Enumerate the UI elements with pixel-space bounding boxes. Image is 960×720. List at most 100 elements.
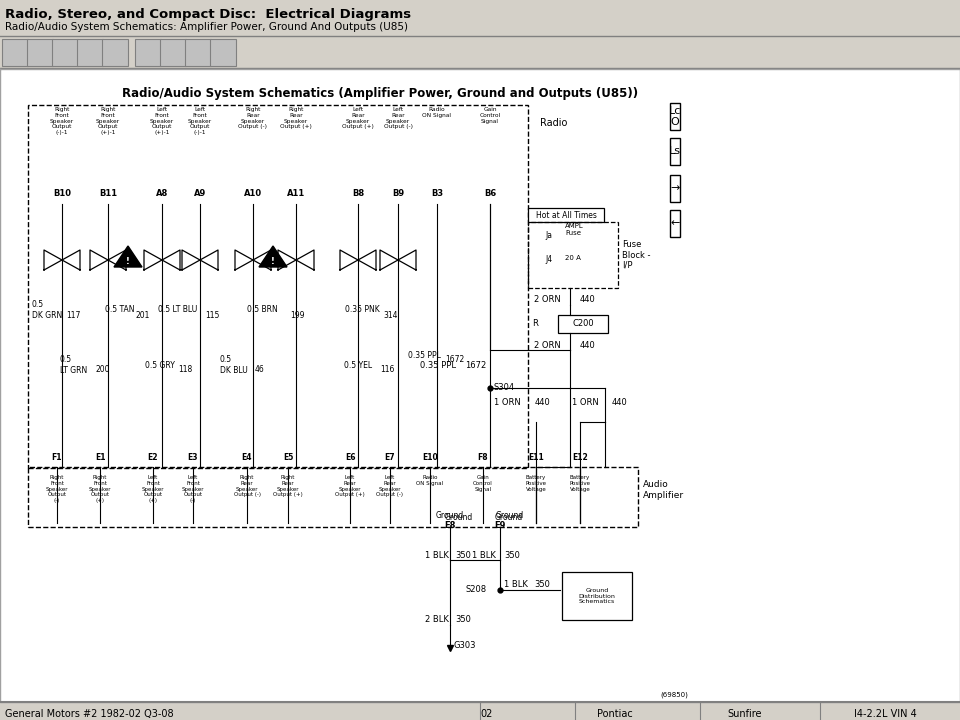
Text: Radio
ON Signal: Radio ON Signal (417, 475, 444, 486)
Text: 1672: 1672 (445, 356, 465, 364)
Text: 116: 116 (380, 366, 395, 374)
Bar (185, 39, 211, 66)
Text: Ground: Ground (495, 513, 523, 522)
Text: 0.35 PPL: 0.35 PPL (420, 361, 456, 370)
Bar (52, 39, 78, 66)
Text: 440: 440 (580, 341, 596, 350)
Text: 200: 200 (95, 366, 109, 374)
Text: Left
Front
Speaker
Output
(+)-1: Left Front Speaker Output (+)-1 (150, 107, 174, 135)
Text: Battery
Positive
Voltage: Battery Positive Voltage (569, 475, 590, 492)
Text: General Motors #2 1982-02 Q3-08: General Motors #2 1982-02 Q3-08 (5, 709, 174, 719)
Text: 350: 350 (455, 615, 470, 624)
Text: E4: E4 (242, 453, 252, 462)
Text: AMPL
Fuse: AMPL Fuse (565, 223, 584, 236)
Text: F1: F1 (52, 453, 62, 462)
Text: B3: B3 (431, 189, 444, 198)
Text: 1 BLK: 1 BLK (504, 580, 528, 589)
Bar (28, 467, 638, 527)
Text: Ja: Ja (545, 231, 552, 240)
Bar (2, 39, 28, 66)
Text: A8: A8 (156, 189, 168, 198)
Text: Radio, Stereo, and Compact Disc:  Electrical Diagrams: Radio, Stereo, and Compact Disc: Electri… (5, 8, 411, 21)
Text: 440: 440 (612, 398, 628, 407)
Bar (27, 39, 53, 66)
Text: Left
Front
Speaker
Output
(-)-1: Left Front Speaker Output (-)-1 (188, 107, 212, 135)
Text: 350: 350 (504, 551, 520, 560)
Text: 314: 314 (383, 310, 397, 320)
Polygon shape (114, 246, 142, 267)
Text: 0.5
DK BLU: 0.5 DK BLU (220, 355, 248, 374)
Text: 115: 115 (205, 310, 220, 320)
Text: Left
Rear
Speaker
Output (+): Left Rear Speaker Output (+) (335, 475, 365, 498)
Bar (210, 39, 236, 66)
Text: 118: 118 (178, 366, 192, 374)
Text: Sunfire: Sunfire (728, 709, 762, 719)
Text: A9: A9 (194, 189, 206, 198)
Text: Right
Front
Speaker
Output
(-): Right Front Speaker Output (-) (46, 475, 68, 503)
Text: Radio/Audio System Schematics (Amplifier Power, Ground and Outputs (U85)): Radio/Audio System Schematics (Amplifier… (122, 87, 638, 100)
Text: S304: S304 (493, 384, 515, 392)
Text: Battery
Positive
Voltage: Battery Positive Voltage (525, 475, 546, 492)
Text: 0.5 LT BLU: 0.5 LT BLU (158, 305, 197, 315)
Text: Radio: Radio (540, 118, 567, 128)
Text: 201: 201 (135, 310, 150, 320)
Text: B10: B10 (53, 189, 71, 198)
Text: 1 ORN: 1 ORN (494, 398, 520, 407)
Bar (670, 175, 680, 202)
Text: Ground
Distribution
Schematics: Ground Distribution Schematics (579, 588, 615, 604)
Text: 0.5
DK GRN: 0.5 DK GRN (32, 300, 62, 320)
Text: E2: E2 (148, 453, 158, 462)
Text: Ground: Ground (445, 513, 473, 522)
Text: Left
Rear
Speaker
Output (-): Left Rear Speaker Output (-) (383, 107, 413, 130)
Text: →: → (670, 184, 680, 194)
Text: 0.5 TAN: 0.5 TAN (105, 305, 134, 315)
Bar (102, 39, 128, 66)
Text: 1 ORN: 1 ORN (572, 398, 599, 407)
Text: B11: B11 (99, 189, 117, 198)
Text: Gain
Control
Signal: Gain Control Signal (479, 107, 500, 124)
Text: B9: B9 (392, 189, 404, 198)
Text: Left
Front
Speaker
Output
(-): Left Front Speaker Output (-) (181, 475, 204, 503)
Text: E8: E8 (444, 521, 456, 530)
Text: C200: C200 (572, 320, 594, 328)
Text: ←: ← (670, 218, 680, 228)
Text: E10: E10 (422, 453, 438, 462)
Text: 0.35 PNK: 0.35 PNK (345, 305, 380, 315)
Bar (0, 69, 960, 702)
Text: Right
Front
Speaker
Output
(+)-1: Right Front Speaker Output (+)-1 (96, 107, 120, 135)
Text: 117: 117 (66, 310, 81, 320)
Text: 0.35 PPL: 0.35 PPL (408, 351, 441, 359)
Text: Fuse
Block -
I/P: Fuse Block - I/P (622, 240, 651, 270)
Text: Hot at All Times: Hot at All Times (536, 210, 596, 220)
Text: E7: E7 (385, 453, 396, 462)
Text: B8: B8 (352, 189, 364, 198)
Text: Gain
Control
Signal: Gain Control Signal (473, 475, 492, 492)
Bar (135, 39, 161, 66)
Text: Right
Rear
Speaker
Output (-): Right Rear Speaker Output (-) (238, 107, 268, 130)
Text: 440: 440 (580, 295, 596, 304)
Text: 2 BLK: 2 BLK (425, 615, 449, 624)
Text: F8: F8 (478, 453, 489, 462)
Text: Ground: Ground (496, 511, 524, 520)
Text: 1672: 1672 (465, 361, 487, 370)
Text: 0.5 GRY: 0.5 GRY (145, 361, 175, 369)
Text: Lc
O: Lc O (669, 106, 682, 127)
Text: E1: E1 (95, 453, 106, 462)
Text: Left
Front
Speaker
Output
(+): Left Front Speaker Output (+) (142, 475, 164, 503)
Bar (0, 702, 960, 720)
Bar (160, 39, 186, 66)
Text: 46: 46 (255, 366, 265, 374)
Text: E3: E3 (188, 453, 199, 462)
Polygon shape (259, 246, 287, 267)
Text: 0.5
LT GRN: 0.5 LT GRN (60, 355, 87, 374)
Text: E9: E9 (494, 521, 506, 530)
Text: Right
Rear
Speaker
Output (+): Right Rear Speaker Output (+) (280, 107, 312, 130)
Text: Audio
Amplifier: Audio Amplifier (643, 480, 684, 500)
Text: 1 BLK: 1 BLK (472, 551, 496, 560)
Text: 440: 440 (535, 398, 551, 407)
Bar (28, 105, 528, 468)
Text: 350: 350 (534, 580, 550, 589)
Text: 0.5 BRN: 0.5 BRN (247, 305, 277, 315)
Text: Right
Rear
Speaker
Output (+): Right Rear Speaker Output (+) (274, 475, 302, 498)
Text: 199: 199 (290, 310, 304, 320)
